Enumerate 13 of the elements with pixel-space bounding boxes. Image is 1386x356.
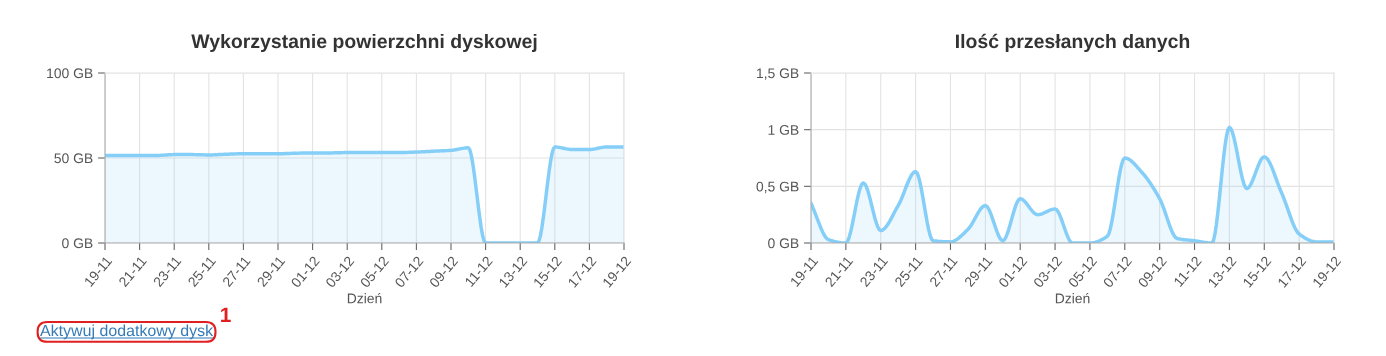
y-tick-label: 50 GB — [54, 153, 93, 164]
text: 1 — [221, 307, 231, 322]
y-tick-label: 1 GB — [768, 125, 799, 135]
y-tick-label: 0 GB — [768, 238, 799, 249]
y-tick-label: 1,5 GB — [757, 68, 799, 80]
y-tick-label: 0 GB — [62, 238, 93, 249]
y-tick-label: 0,5 GB — [756, 181, 799, 194]
text: Aktywuj dodatkowy dysk — [40, 324, 214, 340]
chart-title: Wykorzystanie powierzchni dyskowej — [191, 33, 537, 53]
x-axis-title: Dzień — [1055, 292, 1090, 304]
x-axis-title: Dzień — [347, 292, 382, 304]
chart-title: Ilość przesłanych danych — [956, 33, 1190, 53]
y-tick-label: 100 GB — [47, 68, 93, 79]
